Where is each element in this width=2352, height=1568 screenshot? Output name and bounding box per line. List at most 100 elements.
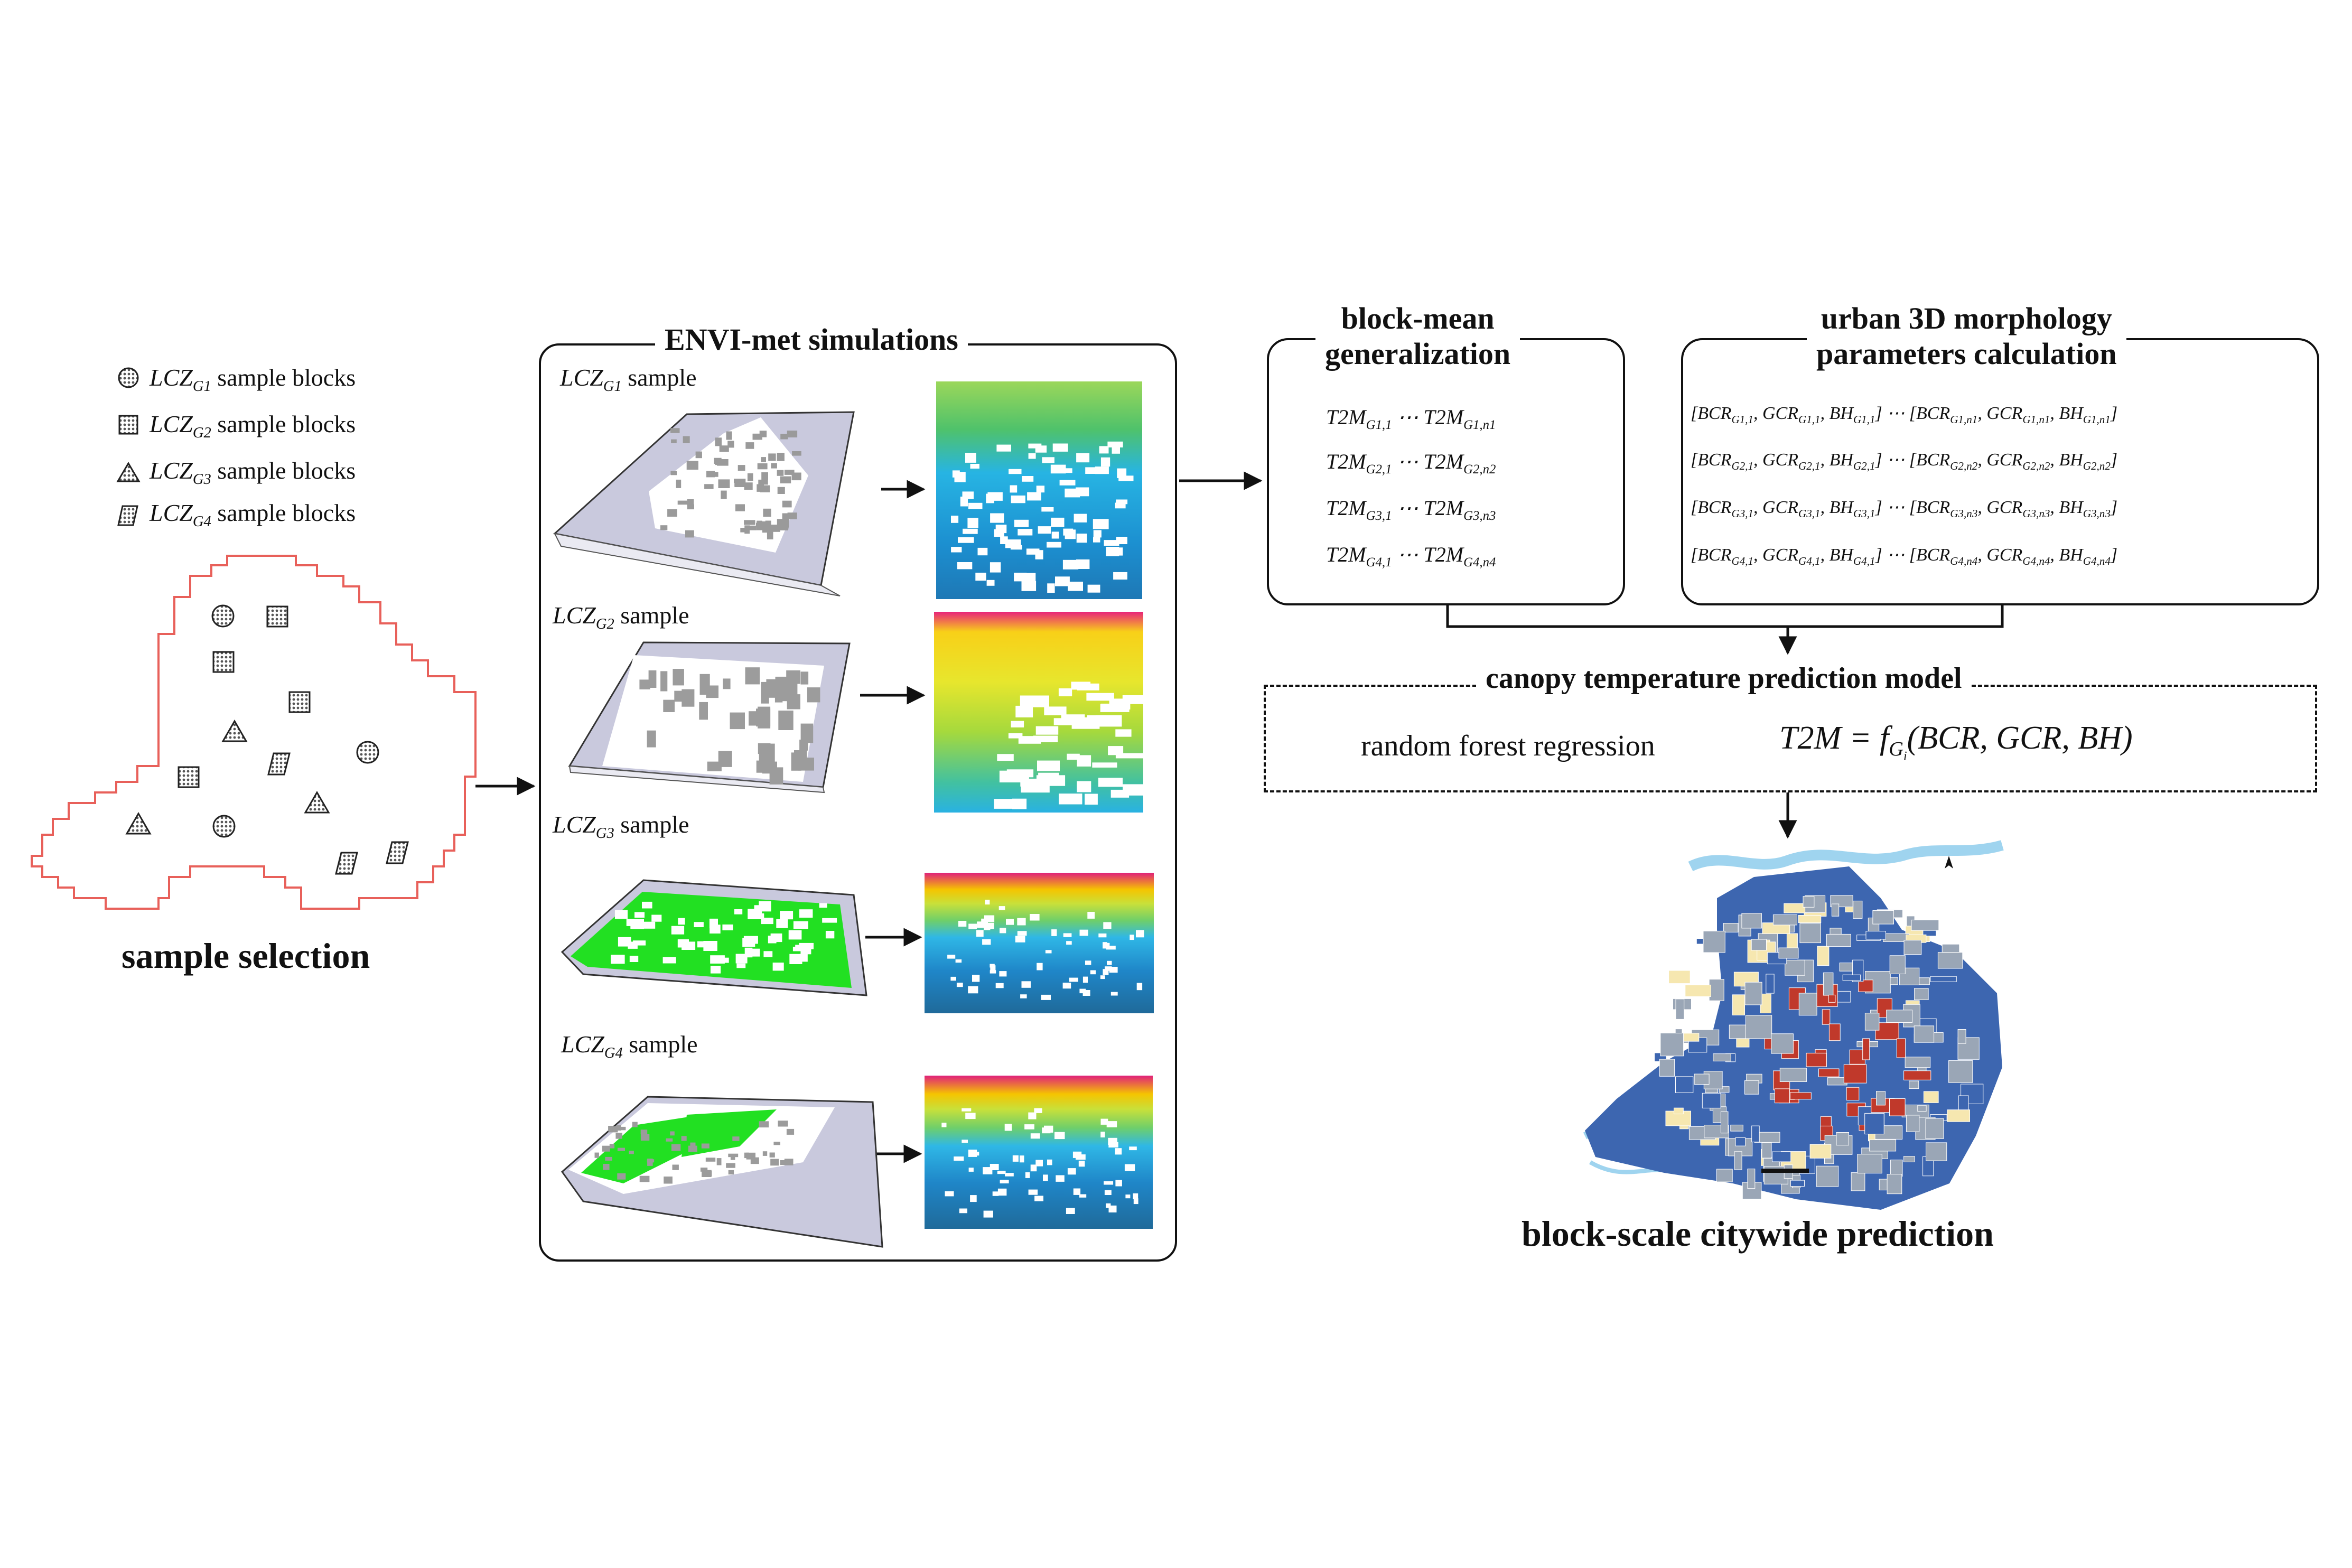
- bracket: ]: [2110, 498, 2118, 517]
- param-sub: G3,n3: [2022, 507, 2050, 520]
- lcz-label: LCZ: [553, 602, 596, 629]
- prediction-title: block-scale citywide prediction: [1522, 1214, 1994, 1254]
- ellipsis: ⋯: [1397, 496, 1418, 520]
- bracket: ]: [2110, 450, 2118, 470]
- ellipsis-bcr: ] ⋯ [BCR: [1875, 545, 1950, 565]
- param-sub: G4,n4: [1950, 554, 1978, 567]
- lcz-label: LCZ: [560, 364, 603, 391]
- bh-symbol: , BH: [2050, 404, 2083, 423]
- lcz-label: LCZ: [561, 1031, 604, 1058]
- morphology-row: [BCRG3,1, GCRG3,1, BHG3,1] ⋯ [BCRG3,n3, …: [1691, 497, 2117, 520]
- sample-selection-title: sample selection: [122, 936, 370, 976]
- t2m-sub: G1,1: [1366, 418, 1392, 432]
- ellipsis-bcr: ] ⋯ [BCR: [1875, 450, 1950, 470]
- t2m-symbol: T2M: [1326, 543, 1366, 566]
- triangle-hatch-icon: [116, 462, 141, 482]
- param-sub: G4,n4: [2083, 554, 2111, 567]
- marker-g3: [221, 720, 248, 742]
- sim-heatmap-g1: [936, 381, 1142, 599]
- bracket: ]: [2110, 545, 2118, 565]
- t2m-symbol: T2M: [1326, 496, 1366, 520]
- param-sub: G3,1: [1798, 507, 1821, 520]
- bcr-symbol: [BCR: [1691, 545, 1732, 565]
- t2m-symbol: T2M: [1423, 496, 1464, 520]
- block-mean-title-line2: generalization: [1325, 336, 1511, 371]
- bh-symbol: , BH: [1820, 404, 1853, 423]
- sample-text: sample: [628, 364, 697, 391]
- marker-g3: [125, 812, 152, 835]
- param-sub: G4,n4: [2022, 554, 2050, 567]
- gcr-symbol: , GCR: [1753, 498, 1799, 517]
- param-sub: G1,1: [1853, 413, 1875, 426]
- gcr-symbol: , GCR: [1977, 545, 2023, 565]
- prediction-model-title: canopy temperature prediction model: [1476, 664, 1972, 693]
- envi-sample-label-g3: LCZG3 sample: [553, 810, 689, 842]
- param-sub: G2,1: [1798, 459, 1821, 472]
- lcz-label: LCZ: [150, 499, 193, 526]
- north-arrow-icon: [1945, 856, 1953, 869]
- morphology-title: urban 3D morphology parameters calculati…: [1807, 301, 2126, 372]
- bh-symbol: , BH: [1820, 450, 1853, 470]
- param-sub: G1,1: [1798, 413, 1821, 426]
- citywide-prediction-map: [1583, 840, 2004, 1210]
- param-sub: G4,1: [1731, 554, 1754, 567]
- param-sub: G2,n2: [2022, 459, 2050, 472]
- param-sub: G3,n3: [1950, 507, 1978, 520]
- sample-text: sample: [629, 1031, 698, 1058]
- sim-heatmap-g3: [925, 873, 1154, 1013]
- t2m-symbol: T2M: [1326, 405, 1366, 429]
- ellipsis-bcr: ] ⋯ [BCR: [1875, 498, 1950, 517]
- gcr-symbol: , GCR: [1753, 450, 1799, 470]
- model-equation: T2M = fGi(BCR, GCR, BH): [1779, 720, 2133, 764]
- legend-item-g1: LCZG1 sample blocks: [150, 363, 356, 395]
- morphology-row: [BCRG1,1, GCRG1,1, BHG1,1] ⋯ [BCRG1,n1, …: [1691, 403, 2117, 426]
- block-mean-title: block-mean generalization: [1315, 301, 1520, 372]
- legend-text: sample blocks: [217, 457, 356, 484]
- gcr-symbol: , GCR: [1977, 498, 2023, 517]
- t2m-sub: G4,n4: [1463, 555, 1496, 570]
- t2m-sub: G1,n1: [1463, 418, 1496, 432]
- marker-g2: [178, 766, 200, 788]
- lcz-label: LCZ: [553, 811, 596, 838]
- block-mean-row: T2MG4,1 ⋯ T2MG4,n4: [1326, 542, 1496, 570]
- legend-markers: [116, 367, 141, 526]
- circle-hatch-icon: [118, 367, 139, 388]
- bh-symbol: , BH: [1820, 498, 1853, 517]
- param-sub: G2,1: [1853, 459, 1875, 472]
- bh-symbol: , BH: [2050, 450, 2083, 470]
- t2m-sub: G4,1: [1366, 555, 1392, 570]
- bh-symbol: , BH: [1820, 545, 1853, 565]
- bracket: ]: [2110, 404, 2118, 423]
- lcz-sub: G3: [192, 471, 211, 488]
- sample-3d-model-g1: [553, 411, 855, 596]
- marker-g2: [266, 605, 288, 628]
- lcz-label: LCZ: [150, 410, 193, 437]
- connector-merge: [1446, 603, 2004, 628]
- bcr-symbol: [BCR: [1691, 450, 1732, 470]
- equation-sub-i: i: [1903, 750, 1907, 764]
- t2m-symbol: T2M: [1423, 450, 1464, 473]
- lcz-sub: G4: [604, 1045, 623, 1062]
- equation-lhs: T2M = f: [1779, 720, 1889, 756]
- block-mean-row: T2MG2,1 ⋯ T2MG2,n2: [1326, 449, 1496, 477]
- legend-text: sample blocks: [217, 364, 356, 391]
- t2m-symbol: T2M: [1326, 450, 1366, 473]
- equation-sub-g: G: [1889, 738, 1903, 761]
- sim-heatmap-g4: [925, 1076, 1153, 1229]
- marker-g2: [212, 651, 235, 673]
- equation-sub: Gi: [1889, 738, 1907, 764]
- marker-g1: [211, 604, 235, 628]
- lcz-sub: G1: [192, 378, 211, 395]
- ellipsis: ⋯: [1397, 450, 1418, 473]
- param-sub: G1,1: [1731, 413, 1754, 426]
- block-mean-title-line1: block-mean: [1341, 301, 1495, 335]
- sample-markers: [125, 604, 409, 875]
- param-sub: G1,n1: [2083, 413, 2111, 426]
- marker-g4: [386, 841, 409, 864]
- morphology-row: [BCRG2,1, GCRG2,1, BHG2,1] ⋯ [BCRG2,n2, …: [1691, 449, 2117, 473]
- t2m-sub: G2,1: [1366, 462, 1392, 477]
- bcr-symbol: [BCR: [1691, 404, 1732, 423]
- parallelogram-hatch-icon: [117, 505, 138, 526]
- ellipsis: ⋯: [1397, 405, 1418, 429]
- marker-g1: [356, 741, 379, 764]
